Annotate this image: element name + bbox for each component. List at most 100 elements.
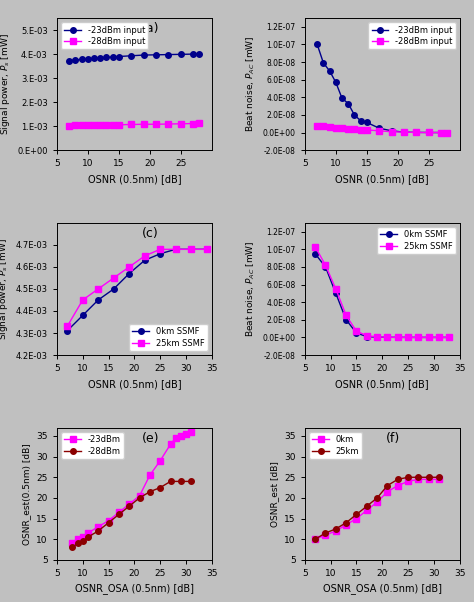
25km SSMF xyxy=(127,263,132,270)
0km xyxy=(405,478,411,485)
-23dBm input xyxy=(116,53,122,60)
-23dBm input xyxy=(401,129,407,136)
25km SSMF xyxy=(436,334,442,341)
0km SSMF xyxy=(384,334,390,341)
-28dBm input xyxy=(110,121,116,128)
-28dBm input xyxy=(327,123,332,131)
Text: (e): (e) xyxy=(142,432,160,445)
-23dBm input xyxy=(352,111,357,119)
-23dBm input xyxy=(339,95,345,102)
X-axis label: OSNR_OSA (0.5nm) [dB]: OSNR_OSA (0.5nm) [dB] xyxy=(323,583,442,594)
-28dBm xyxy=(75,540,81,547)
-28dBm input xyxy=(333,124,338,131)
25km xyxy=(323,529,328,536)
-23dBm input xyxy=(98,54,103,61)
-28dBm input xyxy=(376,127,382,134)
25km SSMF xyxy=(80,296,85,303)
-28dBm input xyxy=(153,120,159,128)
-23dBm input xyxy=(333,79,338,86)
-28dBm xyxy=(85,533,91,541)
Y-axis label: OSNR_est [dB]: OSNR_est [dB] xyxy=(270,461,279,527)
0km xyxy=(416,476,421,483)
-23dBm input xyxy=(389,127,394,134)
-23dBm input xyxy=(358,117,364,124)
-28dBm input xyxy=(352,125,357,132)
-28dBm xyxy=(116,511,122,518)
Legend: -23dBm input, -28dBm input: -23dBm input, -28dBm input xyxy=(61,22,148,49)
X-axis label: OSNR (0.5nm) [dB]: OSNR (0.5nm) [dB] xyxy=(336,174,429,184)
25km SSMF xyxy=(405,334,411,341)
25km xyxy=(384,482,390,489)
0km SSMF xyxy=(312,250,318,257)
-28dBm input xyxy=(165,120,171,128)
Y-axis label: Beat noise, $P_{AC}$ [mW]: Beat noise, $P_{AC}$ [mW] xyxy=(245,36,257,132)
0km SSMF xyxy=(354,329,359,337)
X-axis label: OSNR (0.5nm) [dB]: OSNR (0.5nm) [dB] xyxy=(88,174,181,184)
-28dBm input xyxy=(346,125,351,132)
0km xyxy=(343,521,349,529)
-23dBm xyxy=(75,536,81,543)
0km SSMF xyxy=(343,316,349,323)
-28dBm input xyxy=(339,125,345,132)
0km SSMF xyxy=(323,263,328,270)
Legend: 0km SSMF, 25km SSMF: 0km SSMF, 25km SSMF xyxy=(129,324,208,351)
25km xyxy=(395,476,401,483)
Legend: -23dBm input, -28dBm input: -23dBm input, -28dBm input xyxy=(368,22,456,49)
-28dBm input xyxy=(116,121,122,128)
-28dBm xyxy=(95,527,101,535)
-28dBm input xyxy=(73,122,78,129)
-28dBm input xyxy=(178,120,184,128)
-28dBm input xyxy=(358,126,364,133)
0km xyxy=(395,482,401,489)
0km SSMF xyxy=(426,334,432,341)
-23dBm xyxy=(116,509,122,516)
Text: (a): (a) xyxy=(142,22,160,35)
Line: -28dBm: -28dBm xyxy=(70,479,194,550)
-28dBm input xyxy=(85,122,91,129)
0km xyxy=(384,488,390,495)
0km SSMF xyxy=(374,334,380,341)
Line: 25km: 25km xyxy=(312,474,442,542)
-23dBm input xyxy=(426,129,432,136)
25km xyxy=(405,474,411,481)
0km SSMF xyxy=(364,333,370,340)
0km SSMF xyxy=(64,327,70,335)
-23dBm input xyxy=(346,100,351,107)
25km xyxy=(416,474,421,481)
0km SSMF xyxy=(395,334,401,341)
Legend: -23dBm, -28dBm: -23dBm, -28dBm xyxy=(61,432,124,459)
Text: (d): (d) xyxy=(385,227,403,240)
-23dBm xyxy=(147,471,153,479)
-28dBm input xyxy=(128,121,134,128)
Line: -23dBm input: -23dBm input xyxy=(66,51,202,64)
Text: (c): (c) xyxy=(142,227,159,240)
-28dBm input xyxy=(445,129,450,136)
-28dBm xyxy=(168,478,173,485)
-28dBm xyxy=(70,544,75,551)
-28dBm input xyxy=(314,122,320,129)
-23dBm input xyxy=(178,51,184,58)
Line: -23dBm input: -23dBm input xyxy=(314,42,450,135)
-23dBm input xyxy=(104,54,109,61)
-23dBm input xyxy=(66,57,72,64)
25km SSMF xyxy=(426,334,432,341)
25km SSMF xyxy=(395,334,401,341)
-28dBm xyxy=(147,488,153,495)
-23dBm xyxy=(188,428,194,435)
25km SSMF xyxy=(157,246,163,253)
0km SSMF xyxy=(436,334,442,341)
-23dBm input xyxy=(364,119,370,126)
-23dBm input xyxy=(85,55,91,63)
X-axis label: OSNR (0.5nm) [dB]: OSNR (0.5nm) [dB] xyxy=(88,379,181,389)
25km SSMF xyxy=(333,285,338,293)
0km SSMF xyxy=(416,334,421,341)
-23dBm xyxy=(168,441,173,448)
-23dBm input xyxy=(438,129,444,136)
-28dBm input xyxy=(104,122,109,129)
-28dBm xyxy=(127,503,132,510)
-23dBm input xyxy=(327,67,332,75)
0km xyxy=(426,476,432,483)
Y-axis label: Signal power, $P_s$ [mW]: Signal power, $P_s$ [mW] xyxy=(0,33,12,135)
Y-axis label: OSNR_est(0.5nm) [dB]: OSNR_est(0.5nm) [dB] xyxy=(22,443,31,545)
-28dBm input xyxy=(197,120,202,127)
